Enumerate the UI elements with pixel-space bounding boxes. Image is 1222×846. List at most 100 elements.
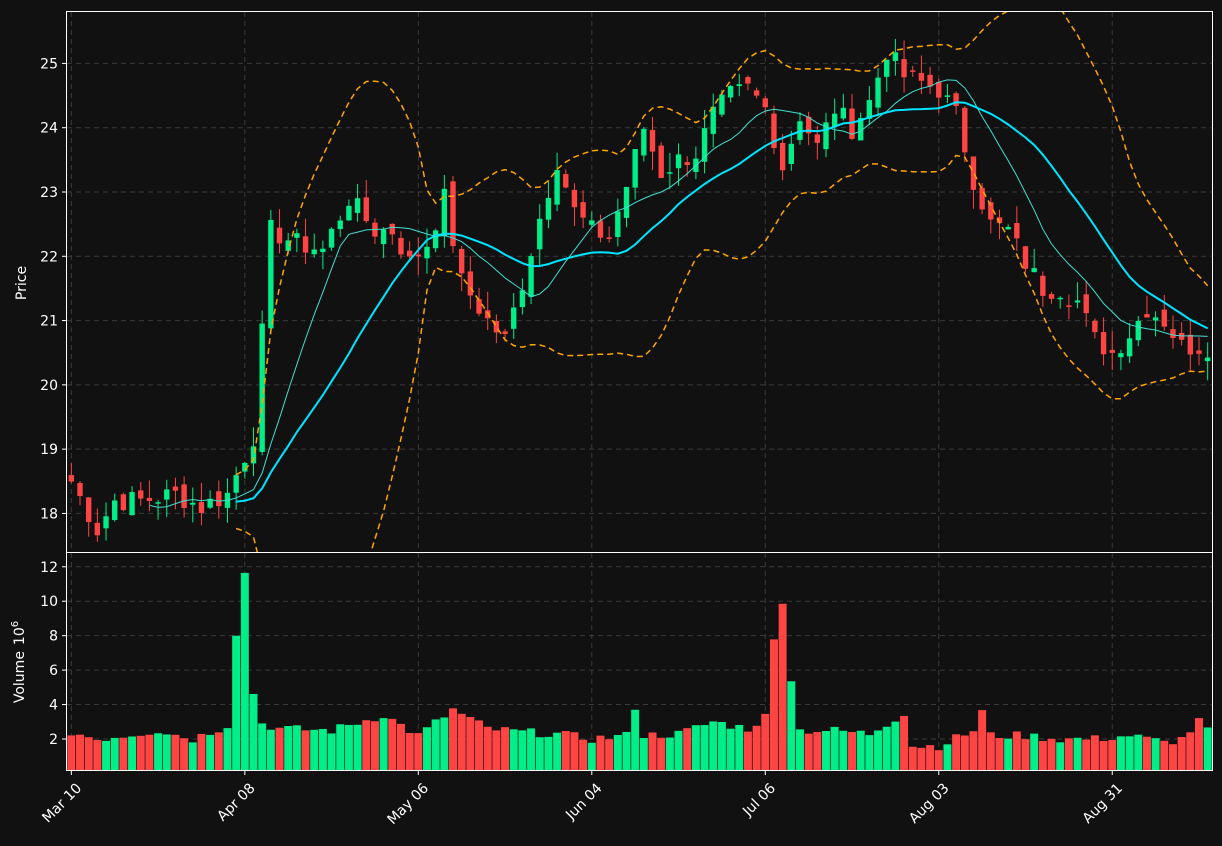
volume-bar <box>1108 739 1117 770</box>
volume-bar <box>370 721 379 770</box>
candle-body <box>1170 329 1176 339</box>
volume-bar <box>1099 741 1108 770</box>
candle-body <box>450 181 456 247</box>
candle-body <box>884 59 890 77</box>
volume-bar <box>769 639 778 770</box>
volume-bar <box>388 718 397 770</box>
volume-bar <box>960 735 969 770</box>
volume-bar <box>596 735 605 770</box>
volume-panel-frame <box>66 552 1213 771</box>
candle-body <box>259 323 265 452</box>
price-ytick-label: 19 <box>40 442 58 458</box>
candle-body <box>415 254 421 257</box>
candle-body <box>910 70 916 72</box>
candle-body <box>268 219 274 329</box>
candle-body <box>563 174 569 188</box>
volume-bar <box>1012 731 1021 770</box>
volume-bar <box>145 734 154 770</box>
volume-bar <box>180 738 189 770</box>
candle-body <box>528 256 534 297</box>
candle-body <box>1204 357 1211 362</box>
candle-body <box>589 220 595 225</box>
candle-body <box>537 218 543 250</box>
candle-body <box>649 129 656 152</box>
volume-ytick-label: 8 <box>49 629 58 645</box>
candle-body <box>779 142 786 171</box>
candle-body <box>493 320 500 333</box>
volume-bar <box>527 728 536 770</box>
candle-body <box>927 74 933 87</box>
candle-body <box>667 172 673 174</box>
volume-bar <box>492 730 501 770</box>
bollinger-upper-line <box>235 12 1209 476</box>
volume-bar <box>761 713 770 770</box>
candle-body <box>103 516 109 529</box>
candle-body <box>276 227 283 244</box>
candle-body <box>701 128 708 162</box>
volume-bar <box>622 731 631 770</box>
candle-body <box>545 198 552 220</box>
candle-body <box>346 205 352 221</box>
candle-body <box>1152 317 1159 321</box>
price-ytick-label: 23 <box>40 185 58 201</box>
volume-bar <box>813 732 822 770</box>
volume-bar <box>188 742 197 770</box>
volume-bar <box>865 735 874 770</box>
volume-axis-label-group: Volume 106 <box>10 621 28 703</box>
volume-bar <box>570 732 579 770</box>
candle-body <box>710 106 716 134</box>
volume-ytick-label: 4 <box>49 698 58 714</box>
candle-body <box>476 299 482 314</box>
candle-body <box>94 522 101 536</box>
candle-body <box>753 90 760 96</box>
candle-body <box>858 118 864 141</box>
volume-bar <box>900 715 909 770</box>
candle-body <box>849 108 855 139</box>
volume-bar <box>1004 738 1013 770</box>
volume-bar <box>214 732 223 770</box>
candle-body <box>1057 297 1063 300</box>
volume-bar <box>726 728 735 770</box>
candle-body <box>1109 349 1115 353</box>
volume-bar <box>1021 739 1030 770</box>
volume-bar <box>752 725 761 770</box>
candle-body <box>875 77 881 108</box>
volume-bar <box>1194 718 1203 770</box>
candle-body <box>615 211 621 237</box>
candle-body <box>1031 268 1037 273</box>
volume-bar <box>700 725 709 770</box>
volume-bar <box>917 747 926 770</box>
candle-body <box>1083 294 1089 314</box>
candle-body <box>996 217 1003 223</box>
volume-bar <box>154 733 163 770</box>
volume-bar <box>1038 740 1047 770</box>
candle-body <box>736 84 742 87</box>
candle-body <box>597 220 604 238</box>
candle-body <box>979 187 985 210</box>
volume-bar <box>839 730 848 770</box>
volume-bar <box>102 740 111 770</box>
candle-body <box>138 490 144 499</box>
candle-body <box>1100 332 1107 355</box>
volume-bar <box>804 733 813 770</box>
candle-body <box>1040 275 1046 296</box>
candle-body <box>658 145 664 179</box>
volume-bar <box>266 729 275 770</box>
volume-bar <box>908 746 917 770</box>
candle-body <box>207 498 213 508</box>
volume-ytick-label: 2 <box>49 732 58 748</box>
volume-bar <box>778 603 787 770</box>
volume-bar <box>605 739 614 770</box>
volume-bar <box>1056 742 1065 770</box>
candle-body <box>1118 353 1124 358</box>
clipped-overlays <box>149 12 1209 552</box>
volume-bar <box>691 725 700 770</box>
volume-bars <box>67 572 1212 770</box>
volume-ytick-label: 10 <box>40 594 58 610</box>
price-ytick-label: 21 <box>40 314 58 330</box>
candle-body <box>727 85 734 98</box>
volume-bar <box>258 723 267 770</box>
candle-body <box>458 248 465 274</box>
volume-bar <box>613 735 622 770</box>
